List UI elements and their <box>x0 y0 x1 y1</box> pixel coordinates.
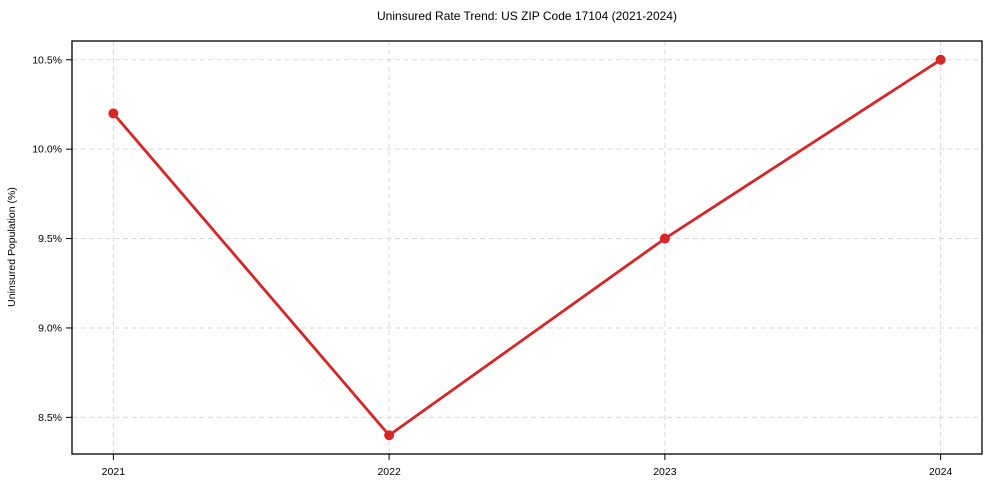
chart-title: Uninsured Rate Trend: US ZIP Code 17104 … <box>377 9 677 23</box>
x-tick-label: 2022 <box>377 466 401 478</box>
data-point <box>384 430 395 441</box>
data-point <box>935 54 946 65</box>
plot-generated-layer: 8.5% 9.0% 9.5% 10.0% 10.5% 2021 2022 2023 2024 <box>32 40 983 478</box>
data-point <box>108 108 119 119</box>
y-tick-label: 9.0% <box>38 322 62 334</box>
y-tick-label: 9.5% <box>38 233 62 245</box>
y-tick-label: 8.5% <box>38 412 62 424</box>
y-tick-label: 10.5% <box>32 54 62 66</box>
x-tick-label: 2021 <box>102 466 126 478</box>
x-tick-label: 2023 <box>653 466 677 478</box>
x-tick-label: 2024 <box>929 466 953 478</box>
y-axis-label: Uninsured Population (%) <box>6 187 18 307</box>
plot-border <box>71 40 983 455</box>
data-point <box>659 233 670 244</box>
y-tick-label: 10.0% <box>32 144 62 156</box>
trend-line <box>111 58 943 437</box>
